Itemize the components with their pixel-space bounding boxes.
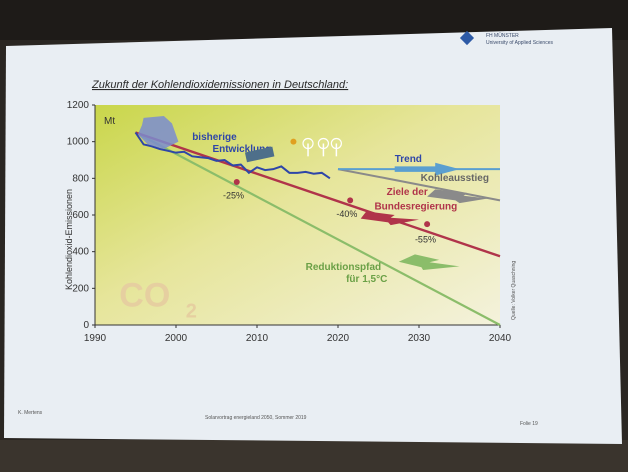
x-tick-label: 2040 [489,333,512,344]
label-ziele-1: Ziele der [387,187,428,198]
ziele-arrow [360,211,419,226]
target-marker [424,221,431,228]
series-bisherige-entwicklung [134,131,331,180]
sun-icon [290,138,297,145]
y-tick-label: 1200 [67,100,90,111]
x-tick-label: 2000 [165,333,188,344]
label-minus-40: -40% [336,209,357,219]
y-tick-label: 1000 [67,137,90,148]
x-tick-label: 2010 [246,333,269,344]
logo-line2: University of Applied Sciences [486,40,553,46]
slide-title: Zukunft der Kohlendioxidemissionen in De… [91,79,348,91]
trend-arrow [394,162,460,176]
logo-line1: FH MÜNSTER [486,32,519,39]
footer-page: Folie 19 [520,421,538,427]
room-floor [0,440,628,472]
y-tick-label: 400 [72,247,89,258]
x-tick-label: 2030 [408,333,431,344]
x-tick-label: 1990 [84,333,107,344]
footer-author: K. Mertens [18,410,43,416]
kohle-arrow [427,189,488,204]
y-axis-label: Kohlendioxid-Emissionen [64,189,74,290]
label-reduktionspfad-2: für 1,5°C [346,274,387,285]
solar-panel-icon [244,146,275,163]
target-marker [347,197,354,204]
label-trend: Trend [395,154,422,165]
reduktion-arrow [398,254,460,270]
series-reduktionspfad [134,131,501,326]
germany-map-icon [137,116,179,149]
co2-watermark: CO [119,277,170,315]
label-minus-55: -55% [415,235,436,245]
logo-icon [459,30,475,46]
fh-logo: FH MÜNSTER University of Applied Science… [459,30,553,46]
x-tick-label: 2020 [327,333,350,344]
chart-area: CO 2 0 200 400 600 800 1000 1200 1990 2000 2010 2020… [67,100,512,344]
label-reduktionspfad-1: Reduktionspfad [306,262,382,273]
y-tick-label: 800 [72,173,89,184]
wind-turbine-rotor-icon [317,137,330,150]
series-ziele [135,131,501,258]
label-minus-25: -25% [223,191,244,201]
co2-watermark-sub: 2 [186,301,197,323]
y-unit: Mt [104,116,115,127]
footer-talk: Solarvortrag energieland 2050, Sommer 20… [205,415,307,421]
label-entwicklung: Entwicklung [212,144,271,155]
label-ziele-2: Bundesregierung [374,202,457,213]
y-tick-label: 200 [72,283,89,294]
y-tick-label: 600 [72,210,89,221]
label-kohleausstieg: Kohleausstieg [421,173,489,184]
y-tick-label: 0 [83,320,89,331]
wind-turbine-rotor-icon [330,137,342,150]
source-note: Quelle: Volker Quaschning [511,261,517,320]
label-bisherige: bisherige [192,132,237,143]
target-marker [233,179,240,185]
wind-turbine-rotor-icon [302,137,314,150]
